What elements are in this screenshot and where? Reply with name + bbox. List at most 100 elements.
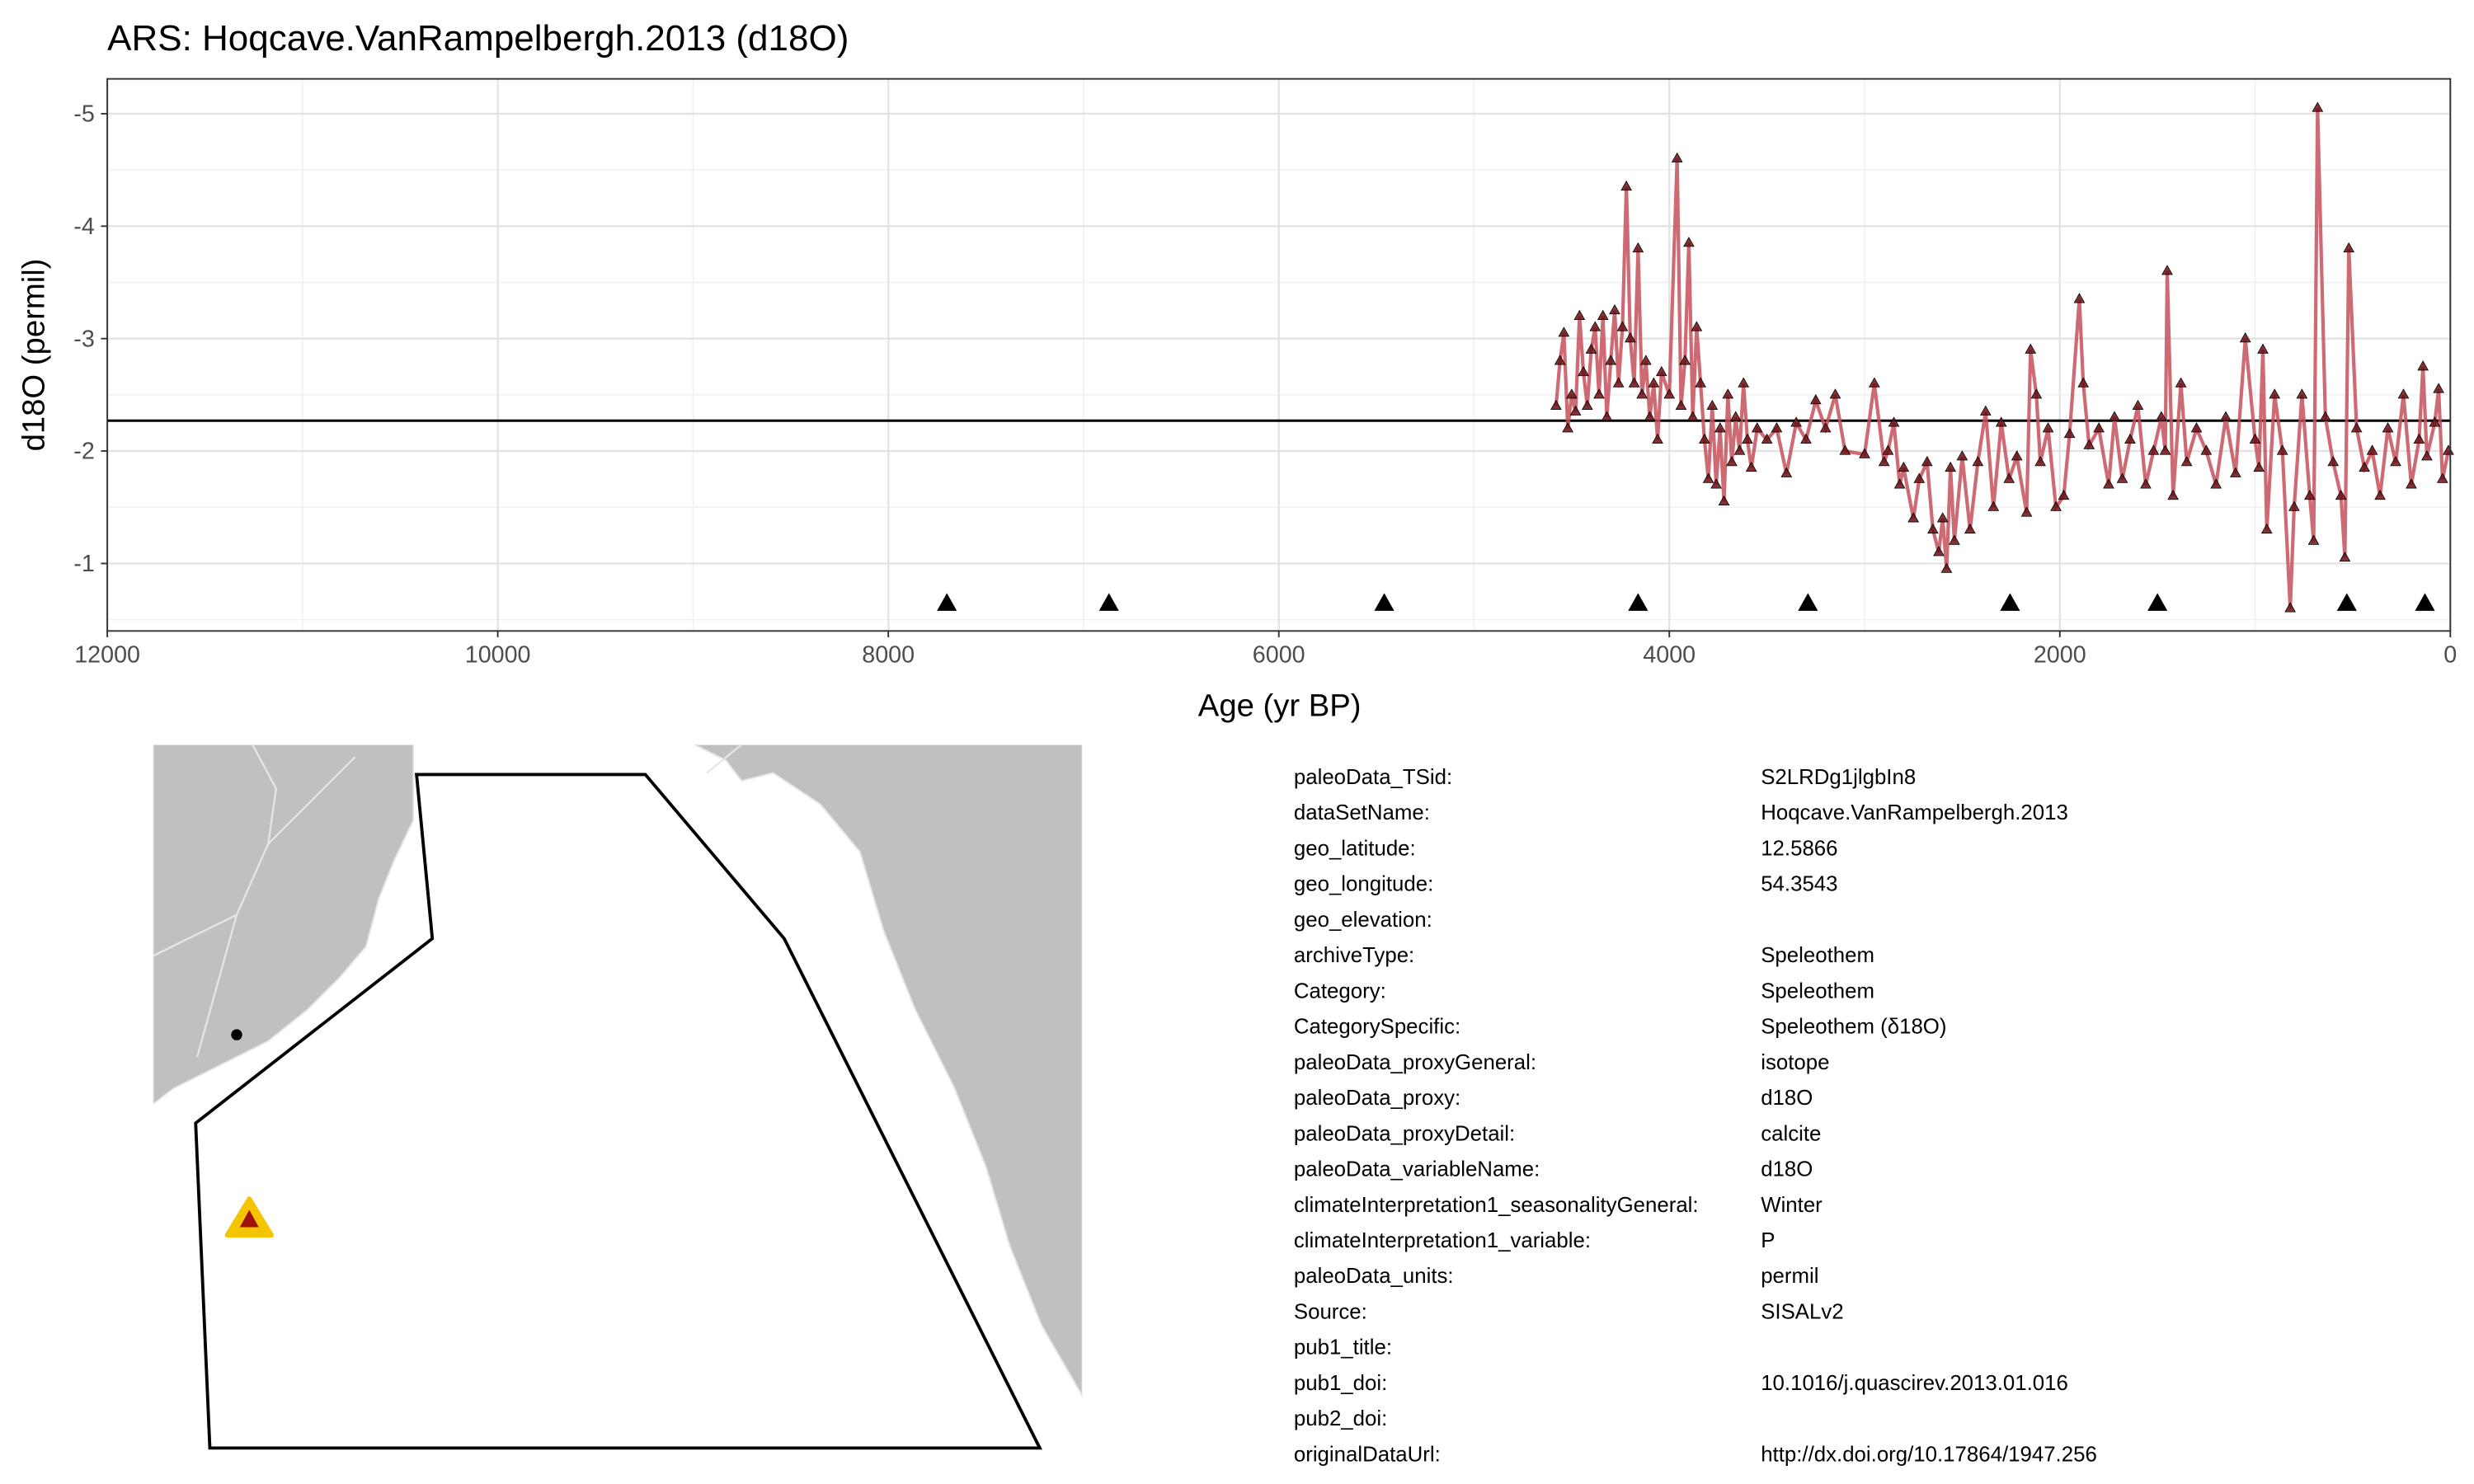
data-point	[1550, 399, 1562, 411]
data-point	[1593, 388, 1605, 399]
meta-key: Source:	[1294, 1300, 1367, 1323]
data-point	[1751, 422, 1763, 433]
data-point	[2109, 411, 2120, 421]
data-point	[1663, 388, 1676, 399]
meta-key: archiveType:	[1294, 944, 1414, 967]
data-point	[2335, 489, 2347, 500]
data-point	[1636, 388, 1648, 399]
data-point	[2124, 433, 2136, 444]
meta-key: paleoData_proxyGeneral:	[1294, 1051, 1536, 1074]
data-point	[2030, 388, 2043, 399]
country-border	[153, 744, 356, 1058]
data-point	[2230, 467, 2241, 477]
data-point	[1554, 355, 1566, 365]
data-point	[2257, 343, 2269, 354]
meta-value: Speleothem	[1761, 944, 1874, 967]
data-point	[1702, 472, 1714, 483]
y-tick-label: -1	[73, 551, 95, 577]
data-point	[2003, 472, 2015, 483]
data-point	[1578, 365, 1589, 377]
data-point	[2260, 523, 2273, 534]
chron-control	[1374, 593, 1395, 611]
chron-control	[1628, 593, 1649, 611]
meta-value: P	[1761, 1229, 1775, 1252]
meta-value: Hoqcave.VanRampelbergh.2013	[1761, 801, 2068, 824]
data-point	[1655, 365, 1667, 377]
data-point	[1628, 377, 1640, 387]
data-point	[2350, 422, 2363, 433]
meta-key: paleoData_proxyDetail:	[1294, 1122, 1515, 1145]
meta-value: SISALv2	[1761, 1300, 1843, 1323]
x-tick-label: 10000	[465, 642, 531, 669]
data-point	[2058, 489, 2070, 500]
data-point	[2413, 433, 2425, 444]
x-tick-label: 12000	[74, 642, 140, 669]
data-point	[1710, 478, 1722, 489]
y-tick-label: -3	[73, 326, 95, 352]
meta-key: CategorySpecific:	[1294, 1016, 1460, 1039]
data-point	[2436, 472, 2448, 483]
data-point	[1913, 472, 1926, 483]
data-point	[1738, 377, 1750, 387]
data-point	[1927, 523, 1939, 534]
chron-control	[937, 593, 957, 611]
chron-control	[2336, 593, 2357, 611]
data-point	[2200, 444, 2213, 455]
data-point	[1888, 416, 1900, 427]
data-point	[2116, 472, 2128, 483]
meta-key: geo_longitude:	[1294, 873, 1433, 896]
data-point	[1907, 512, 1920, 523]
data-point	[2319, 411, 2331, 421]
data-point	[2239, 332, 2251, 343]
land	[694, 744, 1083, 1398]
data-point	[2249, 433, 2261, 444]
meta-key: climateInterpretation1_seasonalityGenera…	[1294, 1194, 1699, 1217]
data-point	[1940, 562, 1953, 573]
data-point	[1809, 394, 1822, 405]
land	[153, 744, 415, 1106]
data-point	[1936, 512, 1949, 523]
y-tick-label: -5	[73, 101, 95, 128]
meta-value: Speleothem (δ18O)	[1761, 1016, 1946, 1039]
meta-key: paleoData_units:	[1294, 1265, 1454, 1288]
data-point	[2103, 478, 2114, 489]
meta-key: geo_latitude:	[1294, 837, 1416, 860]
data-point	[2374, 489, 2386, 500]
chart-title: ARS: Hoqcave.VanRampelbergh.2013 (d18O)	[107, 18, 849, 59]
data-line	[1554, 108, 2450, 609]
meta-value: Winter	[1761, 1194, 1823, 1217]
meta-key: climateInterpretation1_variable:	[1294, 1229, 1591, 1252]
data-point	[2083, 439, 2095, 449]
meta-value: 12.5866	[1761, 837, 1837, 860]
meta-key: paleoData_TSid:	[1294, 766, 1452, 789]
x-tick-label: 8000	[862, 642, 915, 669]
data-point	[1729, 411, 1742, 421]
data-point	[2011, 450, 2023, 461]
data-point	[2042, 422, 2054, 433]
data-point	[1921, 456, 1933, 467]
meta-key: dataSetName:	[1294, 801, 1430, 824]
x-tick-label: 0	[2443, 642, 2457, 669]
data-point	[1558, 326, 1570, 337]
y-tick-label: -2	[73, 439, 95, 465]
meta-key: geo_elevation:	[1294, 909, 1432, 932]
data-point	[1726, 456, 1738, 467]
data-point	[1859, 448, 1870, 458]
data-point	[2175, 377, 2187, 387]
data-point	[1893, 478, 1906, 489]
data-point	[1868, 377, 1880, 387]
meta-value: 10.1016/j.quascirev.2013.01.016	[1761, 1372, 2068, 1395]
data-point	[1565, 388, 1578, 399]
meta-value: isotope	[1761, 1051, 1829, 1074]
data-point	[2307, 534, 2320, 545]
data-point	[2421, 450, 2433, 461]
data-point	[2159, 444, 2171, 455]
site-marker-inner	[239, 1209, 259, 1228]
data-point	[1882, 444, 1894, 455]
y-tick-label: -4	[73, 214, 95, 240]
data-point	[2034, 456, 2046, 467]
data-point	[2366, 444, 2378, 455]
data-point	[1718, 495, 1730, 505]
data-point	[2161, 265, 2173, 275]
